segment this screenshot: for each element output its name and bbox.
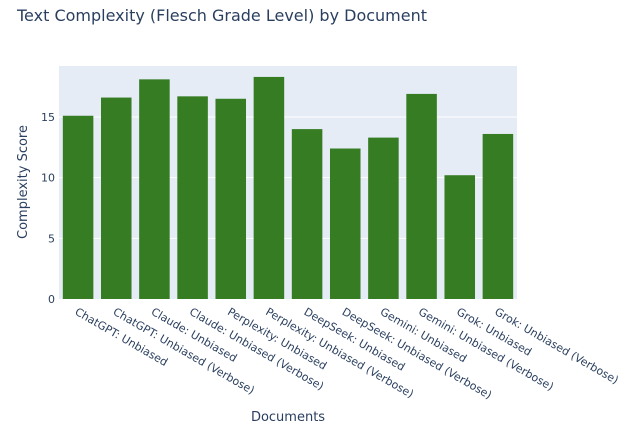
bar[interactable] bbox=[368, 137, 399, 299]
grid-lines bbox=[59, 116, 517, 239]
bar[interactable] bbox=[139, 79, 170, 299]
bar[interactable] bbox=[62, 115, 94, 299]
bar[interactable] bbox=[329, 148, 361, 299]
y-tick-label: 15 bbox=[41, 111, 55, 124]
y-tick-label: 10 bbox=[41, 172, 55, 185]
y-tick-label: 5 bbox=[48, 232, 55, 245]
bar[interactable] bbox=[177, 96, 208, 300]
bar[interactable] bbox=[444, 175, 476, 299]
x-axis-title: Documents bbox=[251, 410, 325, 425]
plot-area bbox=[59, 66, 517, 299]
bar[interactable] bbox=[406, 93, 437, 299]
chart-title: Text Complexity (Flesch Grade Level) by … bbox=[16, 6, 427, 25]
bar[interactable] bbox=[482, 133, 514, 299]
y-axis-title: Complexity Score bbox=[16, 125, 31, 239]
bar[interactable] bbox=[291, 129, 323, 299]
bar[interactable] bbox=[253, 76, 285, 299]
y-axis-ticks: 0 5 10 15 bbox=[41, 111, 55, 306]
bars bbox=[62, 76, 514, 300]
bar[interactable] bbox=[215, 98, 247, 299]
y-tick-label: 0 bbox=[48, 293, 55, 306]
bar[interactable] bbox=[100, 97, 132, 299]
